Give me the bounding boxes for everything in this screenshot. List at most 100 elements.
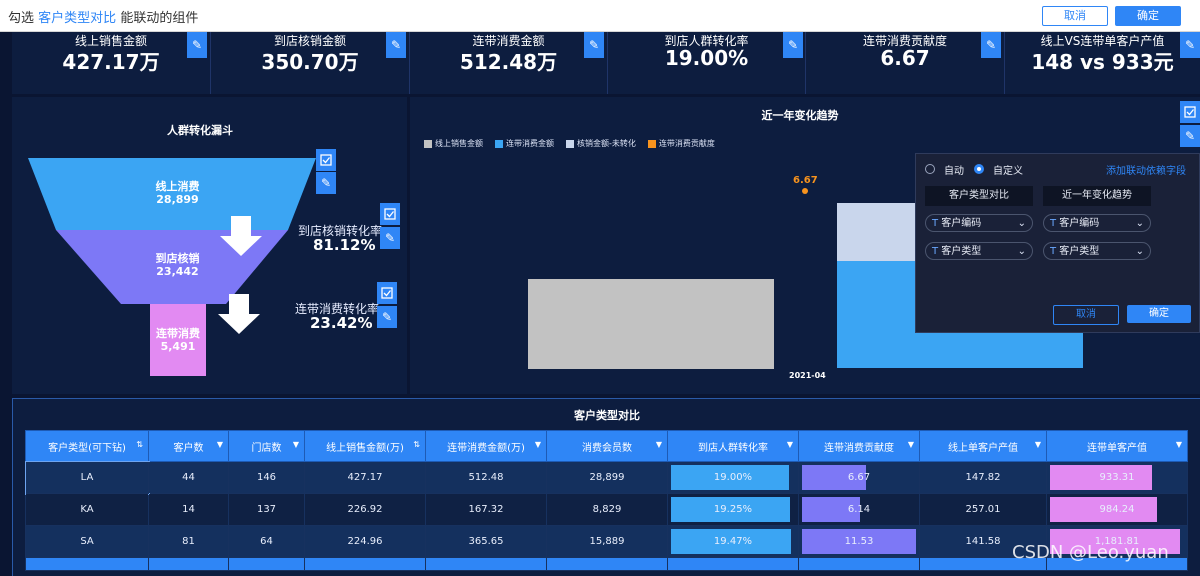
kpi-value: 350.70万	[261, 50, 359, 74]
cell-joint-per-customer: 933.31	[1046, 461, 1188, 494]
confirm-button[interactable]: 确定	[1115, 6, 1181, 26]
edit-icon[interactable]: ✎	[386, 32, 406, 58]
cell-customer-type[interactable]: SA	[25, 525, 149, 558]
field-select[interactable]: T 客户类型 ⌄	[925, 242, 1033, 260]
field-select[interactable]: T 客户类型 ⌄	[1043, 242, 1151, 260]
column-header-left: 客户类型对比	[925, 186, 1033, 206]
cell-members: 28,899	[546, 461, 668, 494]
edit-icon[interactable]: ✎	[783, 32, 803, 58]
instruction-highlight: 客户类型对比	[38, 11, 117, 26]
legend-item[interactable]: 连带消费贡献度	[647, 138, 715, 149]
dropdown-icon: ▼	[786, 440, 793, 449]
cell-members: 15,889	[546, 525, 668, 558]
x-tick-label: 2021-04	[789, 371, 826, 380]
edit-icon[interactable]: ✎	[316, 172, 336, 194]
column-header[interactable]: 客户数 ▼	[148, 430, 229, 462]
cell-value: 6.14	[847, 504, 871, 515]
chevron-down-icon: ⌄	[1135, 218, 1144, 229]
cell-contribution: 11.53	[798, 525, 920, 558]
watermark: CSDN @Leo.yuan	[1012, 542, 1169, 563]
field-select-value: 客户类型	[941, 246, 982, 257]
cancel-button[interactable]: 取消	[1042, 6, 1108, 26]
legend-item[interactable]: 连带消费金额	[495, 138, 554, 149]
field-select[interactable]: T 客户编码 ⌄	[1043, 214, 1151, 232]
legend-label: 连带消费金额	[506, 139, 554, 148]
column-header[interactable]: 线上销售金额(万) ⇅	[304, 430, 426, 462]
column-header[interactable]: 连带消费贡献度 ▼	[798, 430, 920, 462]
funnel-stage-joint-text: 连带消费 5,491	[150, 327, 206, 353]
dropdown-icon: ▼	[907, 440, 914, 449]
field-select[interactable]: T 客户编码 ⌄	[925, 214, 1033, 232]
radio-auto[interactable]	[925, 164, 935, 174]
table-header-row: 客户类型(可下钻) ⇅ 客户数 ▼ 门店数 ▼ 线上销售金额(万) ⇅ 连带消费金额(万…	[25, 430, 1188, 462]
checkbox-icon[interactable]	[377, 282, 397, 304]
edit-icon[interactable]: ✎	[187, 32, 207, 58]
radio-auto-label: 自动	[944, 166, 964, 177]
data-bar	[802, 529, 916, 554]
rate-store-label: 到店核销转化率	[298, 224, 383, 238]
edit-icon[interactable]: ✎	[1180, 125, 1200, 147]
cell-customer-type[interactable]: KA	[25, 493, 149, 526]
add-dependency-link[interactable]: 添加联动依赖字段	[1106, 166, 1186, 177]
table-row[interactable]: LA 44 146 427.17 512.48 28,899 19.00% 6.67 147.8…	[24, 460, 1188, 495]
kpi-card-store-redeem: 到店核销金额 350.70万	[211, 32, 410, 94]
cell-value: 11.53	[844, 536, 874, 547]
text-field-icon: T	[1050, 218, 1057, 229]
cell-value: 19.47%	[713, 536, 753, 547]
column-header[interactable]: 门店数 ▼	[228, 430, 305, 462]
customer-type-table: 客户类型(可下钻) ⇅ 客户数 ▼ 门店数 ▼ 线上销售金额(万) ⇅ 连带消费金额(万…	[24, 430, 1188, 571]
checkbox-icon[interactable]	[1180, 101, 1200, 123]
edit-icon[interactable]: ✎	[377, 306, 397, 328]
cell-online-sales: 224.96	[304, 525, 426, 558]
column-header[interactable]: 线上单客户产值 ▼	[919, 430, 1047, 462]
text-field-icon: T	[1050, 246, 1057, 257]
edit-icon[interactable]: ✎	[380, 227, 400, 249]
cell-conversion-rate: 19.25%	[667, 493, 799, 526]
kpi-card-joint-consumption: 连带消费金额 512.48万	[410, 32, 608, 94]
linkage-instruction: 勾选 客户类型对比 能联动的组件	[8, 7, 198, 26]
cell-online-sales: 226.92	[304, 493, 426, 526]
cell-joint-per-customer: 984.24	[1046, 493, 1188, 526]
column-header[interactable]: 到店人群转化率 ▼	[667, 430, 799, 462]
popup-cancel-button[interactable]: 取消	[1053, 305, 1119, 325]
cell-stores: 64	[228, 525, 305, 558]
legend-item[interactable]: 核销金额-未转化	[566, 138, 636, 149]
cell-customers: 81	[148, 525, 229, 558]
bar-online-sales	[528, 279, 774, 369]
cell-customer-type[interactable]: LA	[24, 460, 150, 495]
column-header[interactable]: 连带单客产值 ▼	[1046, 430, 1188, 462]
table-title: 客户类型对比	[574, 409, 640, 422]
funnel-stage-online	[28, 158, 316, 230]
table-row[interactable]: SA 81 64 224.96 365.65 15,889 19.47% 11.53 141.5…	[25, 525, 1188, 558]
instruction-suffix: 能联动的组件	[120, 11, 199, 26]
kpi-value: 427.17万	[62, 50, 160, 74]
funnel-stage-store	[56, 230, 288, 304]
popup-confirm-button[interactable]: 确定	[1127, 305, 1191, 323]
field-select-value: 客户类型	[1059, 246, 1100, 257]
checkbox-icon[interactable]	[380, 203, 400, 225]
checkbox-icon[interactable]	[316, 149, 336, 171]
kpi-value: 19.00%	[664, 46, 749, 70]
radio-custom[interactable]	[974, 164, 984, 174]
customer-type-table-panel: 客户类型对比 客户类型(可下钻) ⇅ 客户数 ▼ 门店数 ▼ 线上销售金额(万) ⇅ 连…	[12, 398, 1200, 576]
dropdown-icon: ▼	[1034, 440, 1041, 449]
kpi-card-per-customer: 线上VS连带单客户产值 148 vs 933元	[1005, 32, 1200, 94]
column-header[interactable]: 消费会员数 ▼	[546, 430, 668, 462]
table-row[interactable]: KA 14 137 226.92 167.32 8,829 19.25% 6.14 257.01…	[25, 493, 1188, 526]
sort-icon: ⇅	[136, 440, 143, 449]
table-cell	[304, 557, 426, 571]
column-header[interactable]: 连带消费金额(万) ▼	[425, 430, 547, 462]
cell-conversion-rate: 19.00%	[667, 461, 799, 494]
edit-icon[interactable]: ✎	[584, 32, 604, 58]
edit-icon[interactable]: ✎	[1180, 32, 1200, 58]
table-cell	[25, 557, 149, 571]
down-arrow-icon	[218, 294, 260, 334]
column-header[interactable]: 客户类型(可下钻) ⇅	[25, 430, 149, 462]
cell-stores: 146	[228, 461, 305, 494]
edit-icon[interactable]: ✎	[981, 32, 1001, 58]
legend-item[interactable]: 线上销售金额	[424, 138, 483, 149]
trend-title: 近一年变化趋势	[761, 109, 839, 122]
cell-joint-sales: 512.48	[425, 461, 547, 494]
data-bar	[1050, 465, 1152, 490]
linkage-settings-popup: 自动 自定义 添加联动依赖字段 客户类型对比 近一年变化趋势 T 客户编码 ⌄ …	[915, 153, 1200, 333]
